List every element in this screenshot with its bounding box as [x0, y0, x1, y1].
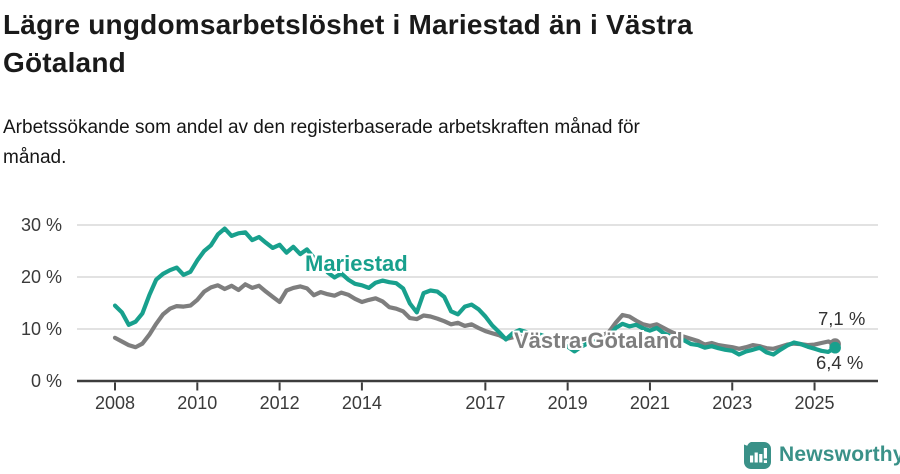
page-title: Lägre ungdomsarbetslöshet i Mariestad än…: [3, 6, 883, 82]
x-axis-label-2014: 2014: [341, 393, 382, 413]
bar-3: [759, 453, 763, 462]
end-value-label-vastra-gotaland: 7,1 %: [818, 308, 866, 329]
end-dot-mariestad: [829, 341, 841, 354]
newsworthy-logo-link[interactable]: Newsworthy: [744, 441, 900, 469]
bar-1: [750, 455, 754, 462]
y-axis-label-0: 0 %: [30, 371, 62, 391]
chart-subtitle: Arbetssökande som andel av den registerb…: [3, 113, 873, 173]
exclamation-dot: [763, 459, 767, 463]
page-title-line-1: Lägre ungdomsarbetslöshet i Mariestad än…: [3, 9, 693, 40]
bar-2: [754, 452, 758, 462]
x-axis-label-2023: 2023: [712, 393, 753, 413]
chart-subtitle-line-1: Arbetssökande som andel av den registerb…: [3, 117, 640, 138]
x-axis-label-2019: 2019: [547, 393, 588, 413]
newsworthy-bubble-icon: [744, 441, 771, 469]
y-axis-label-10: 10 %: [20, 319, 62, 339]
series-line-v-stra-g-taland: [112, 282, 838, 351]
chart-subtitle-line-2: månad.: [3, 147, 67, 168]
exclamation-bar: [763, 447, 767, 458]
newsworthy-wordmark: Newsworthy: [779, 443, 900, 466]
x-axis-label-2017: 2017: [465, 393, 506, 413]
y-axis-label-30: 30 %: [20, 215, 62, 235]
series-label-mariestad: Mariestad: [305, 251, 408, 276]
page-title-line-2: Götaland: [3, 47, 126, 78]
x-axis-label-2025: 2025: [794, 393, 835, 413]
series-line-mariestad: [112, 226, 838, 357]
y-axis-label-20: 20 %: [20, 267, 62, 287]
series-label-vastra-gotaland: Västra Götaland: [514, 328, 683, 353]
x-axis-label-2010: 2010: [177, 393, 218, 413]
end-value-label-mariestad: 6,4 %: [816, 352, 864, 373]
x-axis-label-2021: 2021: [629, 393, 670, 413]
x-axis-label-2012: 2012: [259, 393, 300, 413]
x-axis-label-2008: 2008: [94, 393, 136, 413]
